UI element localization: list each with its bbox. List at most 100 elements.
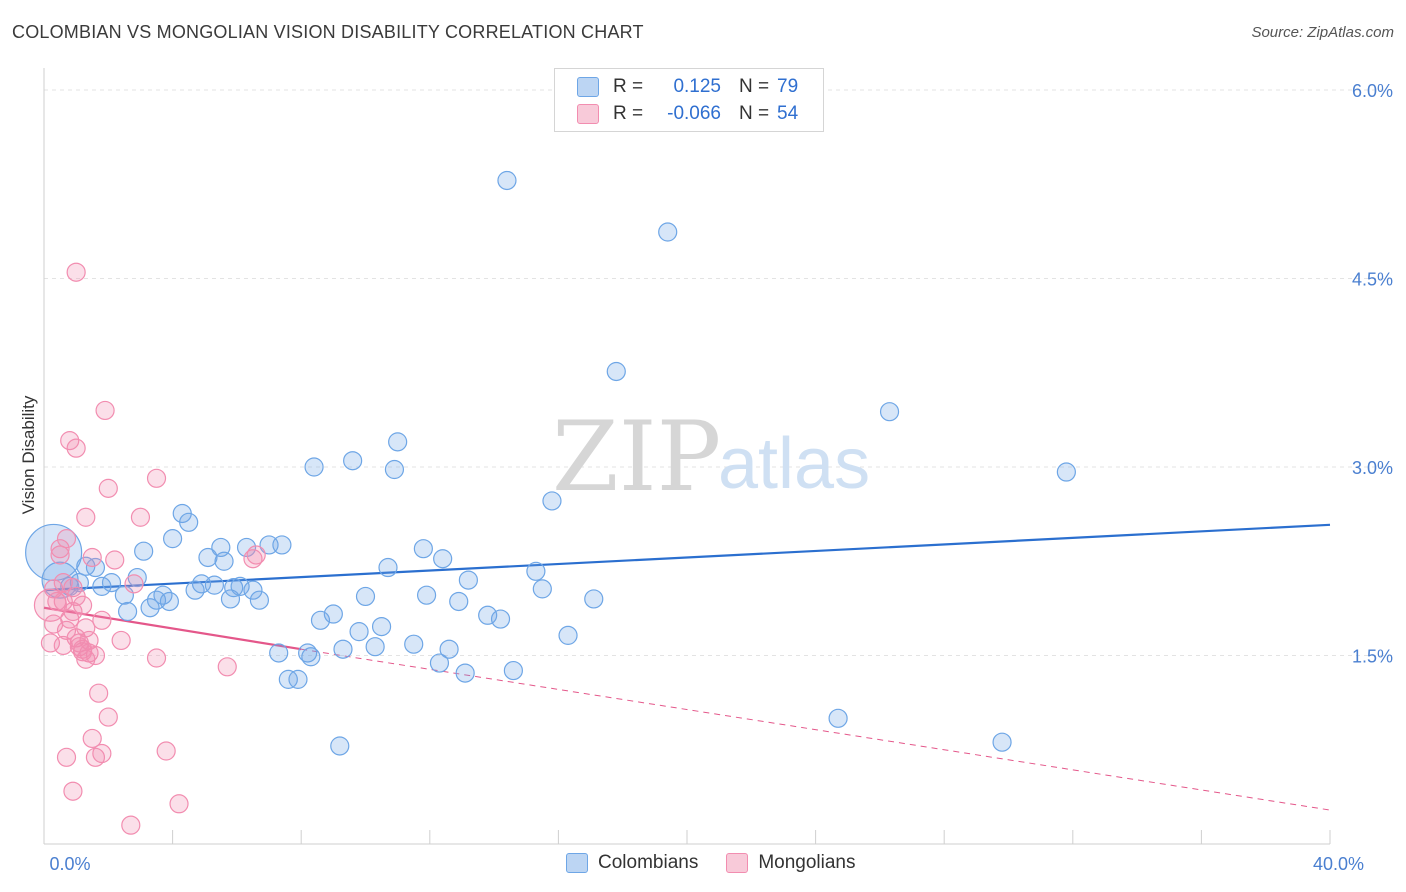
point-colombian	[198, 547, 218, 568]
legend-item-mongolians: Mongolians	[726, 852, 856, 874]
point-mongolian	[130, 507, 151, 527]
point-mongolian	[76, 618, 96, 638]
point-colombian	[497, 170, 517, 191]
point-colombian	[658, 222, 678, 242]
point-colombian	[584, 589, 604, 609]
point-colombian	[304, 457, 324, 477]
y-tick-label: 6.0%	[1352, 81, 1393, 101]
point-colombian	[117, 601, 138, 622]
point-mongolian	[98, 707, 118, 727]
point-colombian	[278, 669, 298, 689]
point-mongolian	[217, 657, 237, 677]
watermark: ZIP atlas	[552, 401, 870, 513]
point-mongolian	[82, 728, 102, 749]
point-mongolian	[82, 547, 102, 568]
point-colombian	[288, 669, 308, 689]
point-mongolian	[89, 683, 109, 703]
point-colombian	[526, 561, 546, 581]
point-mongolian	[95, 400, 115, 421]
point-colombian	[330, 736, 350, 756]
point-mongolian	[146, 468, 167, 488]
point-colombian	[355, 586, 376, 607]
point-mongolian	[50, 545, 70, 565]
point-mongolian	[111, 630, 131, 651]
point-colombian	[378, 557, 398, 578]
point-mongolian	[156, 741, 176, 761]
point-colombian	[879, 402, 900, 422]
point-colombian	[532, 579, 552, 599]
point-mongolian	[63, 601, 83, 622]
point-mongolian	[63, 781, 83, 801]
point-colombian	[214, 551, 234, 571]
legend-r-label: R =	[613, 103, 644, 124]
point-colombian	[404, 634, 424, 654]
point-colombian	[301, 647, 321, 667]
legend-swatch-mongolians	[577, 104, 599, 124]
point-colombian	[490, 609, 511, 629]
point-colombian	[455, 663, 475, 683]
point-mongolian	[146, 648, 167, 668]
point-colombian	[458, 570, 478, 590]
chart-title: COLOMBIAN VS MONGOLIAN VISION DISABILITY…	[12, 22, 644, 42]
legend-label-colombians: Colombians	[598, 852, 699, 873]
point-mongolian	[121, 815, 141, 835]
point-mongolian	[53, 591, 73, 612]
legend-item-colombians: Colombians	[566, 852, 698, 874]
point-mongolian	[98, 478, 118, 498]
point-colombian	[433, 549, 453, 569]
x-tick-label: 40.0%	[1313, 854, 1364, 874]
y-axis-label: Vision Disability	[19, 395, 38, 514]
point-colombian	[828, 708, 848, 728]
trend-line-colombians	[43, 523, 1331, 592]
point-mongolian	[243, 549, 263, 569]
data-points	[25, 170, 1076, 835]
point-colombian	[243, 580, 263, 600]
point-mongolian	[56, 620, 77, 640]
legend-row-mongolians: R = -0.066 N = 54	[577, 102, 798, 126]
x-tick-label: 0.0%	[49, 854, 90, 874]
legend-n-value: 79	[777, 76, 799, 97]
legend-r-value: -0.066	[667, 103, 721, 124]
point-mongolian	[66, 262, 86, 282]
point-mongolian	[169, 794, 189, 814]
point-colombian	[371, 616, 392, 637]
point-mongolian	[72, 595, 93, 615]
y-tick-label: 3.0%	[1352, 458, 1393, 478]
point-colombian	[542, 491, 562, 511]
point-mongolian	[47, 591, 67, 612]
point-mongolian	[92, 743, 112, 764]
point-mongolian	[56, 529, 77, 549]
point-colombian	[1056, 462, 1076, 482]
y-tick-label: 1.5%	[1352, 647, 1393, 667]
axes	[43, 68, 1331, 845]
legend-n-label: N =	[739, 103, 770, 124]
point-colombian	[429, 653, 450, 673]
point-colombian	[416, 585, 437, 605]
point-colombian	[503, 660, 523, 681]
point-colombian	[249, 590, 270, 610]
point-mongolian	[76, 507, 96, 527]
point-mongolian	[92, 610, 112, 630]
point-colombian	[349, 622, 369, 642]
point-colombian	[365, 637, 385, 657]
stats-legend: R = 0.125 N = 79 R = -0.066 N = 54	[554, 68, 824, 132]
point-colombian	[388, 432, 408, 452]
point-colombian	[269, 643, 289, 663]
watermark-zip: ZIP	[552, 401, 721, 513]
point-colombian	[101, 573, 122, 593]
trend-line-mongolians-extrapolated	[301, 648, 1331, 811]
point-mongolian	[60, 431, 80, 451]
point-colombian	[204, 575, 224, 595]
point-colombian	[298, 643, 318, 663]
point-colombian	[224, 578, 244, 598]
watermark-atlas: atlas	[718, 424, 870, 504]
point-mongolian	[66, 438, 86, 458]
point-mongolian	[56, 747, 77, 767]
series-legend: Colombians Mongolians	[566, 852, 884, 874]
point-mongolian	[72, 639, 93, 659]
point-mongolian	[69, 637, 89, 657]
legend-swatch-mongolians	[726, 853, 749, 873]
point-colombian	[159, 591, 179, 612]
point-colombian	[333, 639, 353, 659]
point-colombian	[272, 535, 292, 555]
